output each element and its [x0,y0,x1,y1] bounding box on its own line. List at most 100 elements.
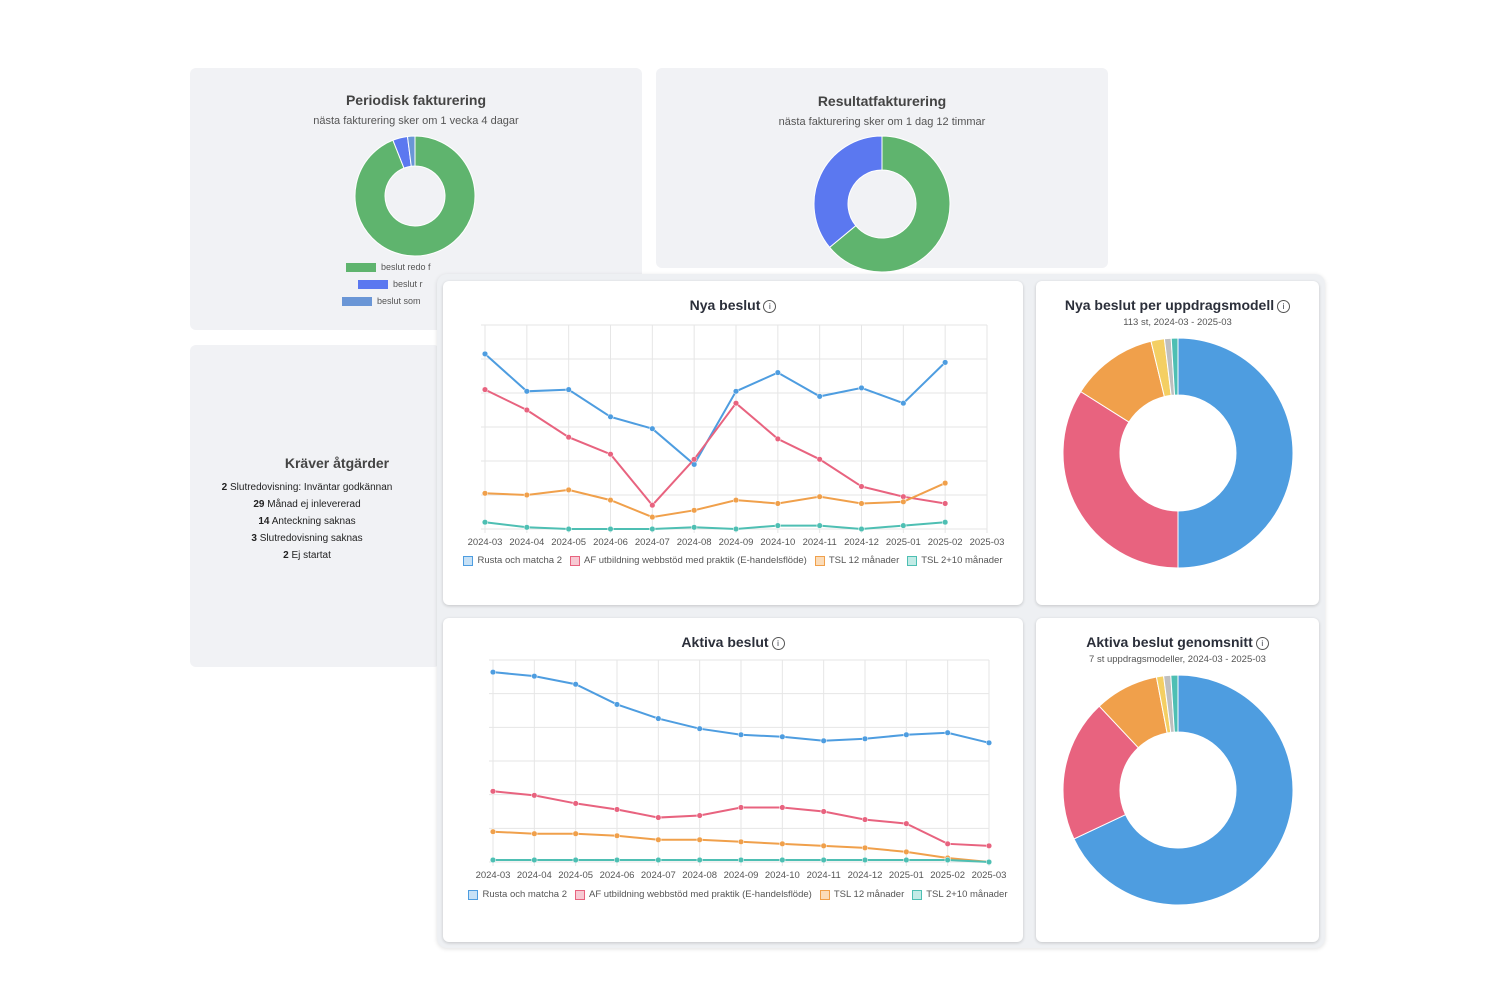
new-decisions-point[interactable] [691,507,698,514]
active-decisions-point[interactable] [696,836,703,843]
active-decisions-point[interactable] [903,848,910,855]
new-decisions-point[interactable] [523,388,530,395]
legend-item-rusta[interactable]: Rusta och matcha 2 [468,889,567,900]
active-decisions-point[interactable] [903,856,910,864]
active-decisions-point[interactable] [985,858,993,866]
active-decisions-point[interactable] [903,820,910,827]
new-decisions-series-line-2[interactable] [484,482,946,519]
new-decisions-point[interactable] [607,497,614,504]
active-decisions-point[interactable] [613,806,621,813]
new-decisions-point[interactable] [565,386,572,393]
new-decisions-point[interactable] [774,369,781,376]
new-decisions-point[interactable] [942,480,949,487]
new-decisions-point[interactable] [523,524,530,531]
new-decisions-point[interactable] [900,522,907,529]
info-icon[interactable]: i [771,637,785,650]
active-decisions-point[interactable] [613,701,621,708]
new-decisions-point[interactable] [900,493,907,500]
new-decisions-point[interactable] [900,400,907,407]
active-decisions-point[interactable] [696,812,703,819]
active-decisions-point[interactable] [572,856,579,864]
active-decisions-point[interactable] [985,842,993,849]
new-decisions-point[interactable] [523,406,530,414]
legend-item-tsl12[interactable]: TSL 12 månader [819,889,904,900]
active-decisions-point[interactable] [613,832,621,839]
active-avg-slice-5[interactable] [1170,674,1179,733]
new-decisions-point[interactable] [481,386,489,393]
new-decisions-series-line-0[interactable] [484,353,946,466]
active-decisions-point[interactable] [613,856,621,864]
active-decisions-point[interactable] [861,816,869,823]
active-decisions-point[interactable] [779,804,786,811]
legend-item-af[interactable]: AF utbildning webbstöd med praktik (E-ha… [569,555,807,566]
new-decisions-point[interactable] [691,524,698,531]
active-decisions-point[interactable] [861,856,869,864]
active-decisions-point[interactable] [655,856,662,864]
new-decisions-point[interactable] [816,522,823,529]
new-decisions-series-line-1[interactable] [484,388,946,507]
new-decisions-point[interactable] [649,525,656,533]
active-decisions-point[interactable] [572,681,579,688]
result-slice-0[interactable] [828,135,951,273]
new-decisions-point[interactable] [481,490,489,497]
active-decisions-point[interactable] [861,735,869,742]
info-icon[interactable]: i [763,300,777,313]
active-decisions-point[interactable] [531,792,538,799]
active-decisions-point[interactable] [944,856,951,864]
new-decisions-point[interactable] [858,384,865,391]
new-per-model-slice-5[interactable] [1170,337,1179,396]
result-slice-1[interactable] [813,135,883,249]
new-decisions-series-line-3[interactable] [484,521,946,531]
new-decisions-point[interactable] [858,525,865,533]
new-decisions-point[interactable] [649,502,656,509]
new-decisions-point[interactable] [607,451,614,458]
active-decisions-point[interactable] [489,788,497,795]
active-decisions-point[interactable] [737,856,745,864]
new-decisions-point[interactable] [565,525,572,533]
new-decisions-point[interactable] [900,498,907,505]
new-decisions-point[interactable] [816,393,823,400]
active-decisions-point[interactable] [655,715,662,722]
new-decisions-point[interactable] [732,400,740,407]
active-decisions-point[interactable] [531,673,538,680]
active-avg-slice-1[interactable] [1062,705,1140,840]
new-decisions-point[interactable] [649,514,656,521]
active-decisions-point[interactable] [737,838,745,845]
active-decisions-point[interactable] [737,804,745,811]
new-decisions-point[interactable] [607,525,614,533]
active-decisions-point[interactable] [696,725,703,732]
legend-item-af[interactable]: AF utbildning webbstöd med praktik (E-ha… [574,889,812,900]
active-decisions-point[interactable] [489,669,497,676]
legend-item-tsl210[interactable]: TSL 2+10 månader [907,555,1003,566]
active-decisions-point[interactable] [489,828,497,835]
new-decisions-point[interactable] [816,456,823,463]
active-decisions-point[interactable] [696,856,703,864]
new-per-model-slice-1[interactable] [1062,390,1179,569]
new-decisions-point[interactable] [565,434,572,441]
active-decisions-point[interactable] [944,840,951,847]
active-decisions-point[interactable] [655,814,662,821]
active-decisions-point[interactable] [572,830,579,837]
new-decisions-point[interactable] [942,519,949,526]
legend-item-tsl12[interactable]: TSL 12 månader [814,555,899,566]
active-decisions-point[interactable] [820,856,827,864]
legend-item-rusta[interactable]: Rusta och matcha 2 [463,555,562,566]
new-decisions-point[interactable] [565,486,572,493]
new-decisions-point[interactable] [523,491,530,499]
active-decisions-point[interactable] [903,731,910,738]
active-decisions-point[interactable] [820,737,827,744]
active-decisions-point[interactable] [820,842,827,849]
new-decisions-point[interactable] [732,525,740,533]
active-decisions-point[interactable] [944,729,951,736]
active-decisions-point[interactable] [489,856,497,864]
active-decisions-point[interactable] [531,856,538,864]
active-decisions-point[interactable] [779,733,786,740]
periodic-slice-2[interactable] [406,135,416,167]
new-decisions-point[interactable] [481,350,489,357]
active-decisions-point[interactable] [779,856,786,864]
active-decisions-point[interactable] [655,836,662,843]
active-decisions-point[interactable] [861,844,869,851]
new-decisions-point[interactable] [691,456,698,463]
active-decisions-point[interactable] [779,840,786,847]
active-decisions-point[interactable] [737,731,745,738]
